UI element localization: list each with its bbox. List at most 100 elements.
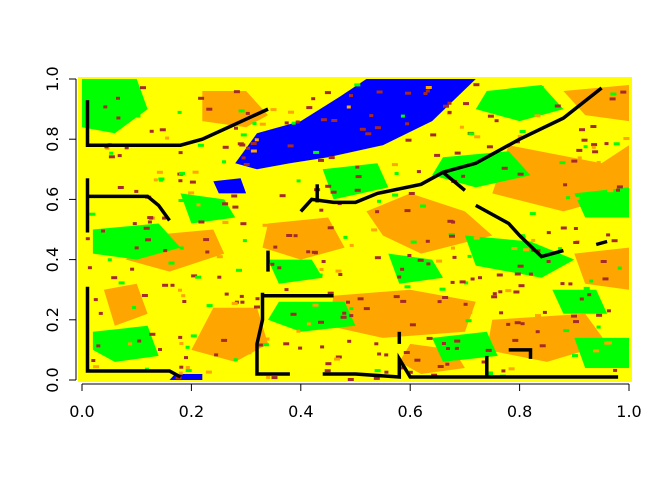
- map-cell: [331, 119, 338, 122]
- map-cell: [149, 216, 154, 220]
- map-cell: [178, 199, 185, 202]
- map-cell: [542, 310, 547, 314]
- map-cell: [273, 245, 278, 249]
- map-cell: [179, 171, 185, 175]
- map-cell: [318, 158, 324, 162]
- map-cell: [170, 283, 175, 287]
- map-cell: [191, 274, 198, 278]
- map-cell: [118, 281, 125, 285]
- map-cell: [474, 135, 481, 139]
- map-cell: [324, 369, 331, 373]
- map-cell: [137, 339, 142, 343]
- map-cell: [392, 257, 397, 261]
- map-cell: [581, 138, 588, 142]
- map-cell: [420, 204, 426, 208]
- map-cell: [394, 172, 399, 175]
- map-cell: [145, 238, 151, 242]
- map-cell: [202, 235, 207, 238]
- map-cell: [271, 376, 278, 380]
- map-cell: [606, 309, 611, 313]
- region-green: [552, 289, 608, 314]
- map-cell: [596, 325, 601, 329]
- map-cell: [296, 179, 301, 183]
- map-cell: [491, 295, 498, 299]
- map-cell: [128, 342, 133, 346]
- map-cell: [375, 210, 380, 214]
- map-cell: [288, 110, 294, 114]
- map-cell: [122, 337, 127, 341]
- map-cell: [515, 255, 522, 259]
- map-cell: [306, 250, 311, 254]
- map-cell: [425, 86, 432, 89]
- map-cell: [610, 92, 617, 96]
- map-cell: [572, 354, 578, 358]
- map-cell: [116, 96, 120, 100]
- map-cell: [609, 159, 615, 163]
- map-cell: [262, 223, 269, 227]
- map-cell: [178, 151, 183, 155]
- map-cell: [270, 108, 277, 112]
- map-cell: [566, 196, 571, 200]
- map-cell: [546, 231, 551, 235]
- region-green: [180, 193, 236, 224]
- map-cell: [560, 282, 565, 286]
- map-cell: [349, 307, 354, 311]
- map-cell: [363, 307, 370, 311]
- map-cell: [607, 189, 614, 193]
- map-cell: [593, 349, 600, 353]
- map-cell: [254, 138, 259, 142]
- map-cell: [354, 188, 361, 192]
- map-cell: [453, 304, 458, 308]
- map-cell: [347, 378, 354, 381]
- map-cell: [222, 221, 229, 224]
- map-cell: [602, 277, 609, 281]
- map-cell: [518, 284, 525, 288]
- x-tick-label: 0.2: [179, 402, 204, 421]
- map-cell: [149, 332, 156, 336]
- map-cell: [610, 177, 615, 181]
- map-cell: [359, 127, 366, 131]
- map-cell: [452, 255, 457, 259]
- map-cell: [134, 189, 139, 193]
- map-cell: [346, 300, 350, 304]
- y-axis: [69, 78, 77, 381]
- map-cell: [487, 114, 494, 118]
- map-cell: [340, 304, 345, 308]
- map-cell: [486, 371, 493, 375]
- region-green: [92, 223, 181, 260]
- map-cell: [373, 376, 380, 380]
- map-cell: [298, 346, 303, 350]
- map-cell: [426, 336, 433, 340]
- map-cell: [130, 267, 135, 271]
- map-cell: [349, 314, 354, 318]
- map-cell: [519, 130, 526, 133]
- map-cell: [335, 269, 342, 273]
- map-cell: [617, 266, 622, 270]
- map-cell: [463, 302, 468, 306]
- map-cell: [496, 273, 503, 277]
- map-cell: [234, 126, 238, 130]
- line-path: [85, 100, 269, 147]
- map-cell: [103, 105, 108, 109]
- map-cell: [499, 311, 504, 315]
- map-cell: [501, 369, 506, 373]
- map-cell: [445, 362, 450, 366]
- map-cell: [233, 358, 238, 362]
- map-cell: [313, 251, 318, 255]
- map-cell: [96, 344, 101, 348]
- map-cell: [346, 105, 351, 109]
- map-cell: [181, 294, 186, 298]
- map-cell: [247, 351, 252, 355]
- map-cell: [463, 102, 469, 106]
- scattered-cells: [85, 83, 630, 381]
- map-cell: [431, 373, 438, 377]
- map-cell: [583, 286, 590, 290]
- map-cell: [558, 247, 563, 251]
- map-cell: [116, 116, 121, 120]
- map-cell: [571, 159, 578, 163]
- map-cell: [149, 129, 154, 133]
- map-cell: [374, 126, 381, 130]
- map-cell: [330, 190, 337, 194]
- region-green: [82, 79, 148, 134]
- map-cell: [295, 120, 300, 124]
